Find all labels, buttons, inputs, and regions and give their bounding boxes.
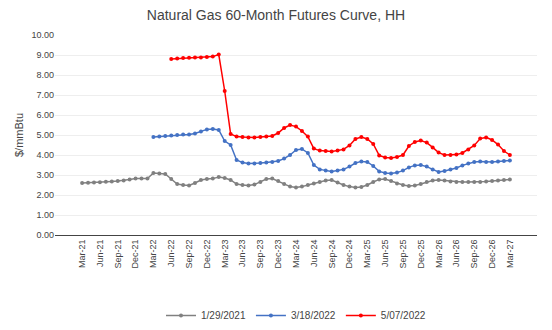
svg-text:1/29/2021: 1/29/2021 xyxy=(201,310,246,321)
svg-text:Mar-22: Mar-22 xyxy=(148,240,158,269)
svg-text:0.00: 0.00 xyxy=(36,230,54,240)
svg-text:10.00: 10.00 xyxy=(31,30,54,40)
svg-text:Dec-25: Dec-25 xyxy=(416,240,426,269)
svg-text:Sep-25: Sep-25 xyxy=(398,240,408,269)
svg-text:Mar-24: Mar-24 xyxy=(291,240,301,269)
svg-text:6.00: 6.00 xyxy=(36,110,54,120)
svg-text:7.00: 7.00 xyxy=(36,90,54,100)
svg-text:Dec-24: Dec-24 xyxy=(344,240,354,269)
svg-text:8.00: 8.00 xyxy=(36,70,54,80)
svg-text:Jun-26: Jun-26 xyxy=(451,240,461,268)
svg-text:9.00: 9.00 xyxy=(36,50,54,60)
svg-text:Dec-21: Dec-21 xyxy=(130,240,140,269)
svg-text:Jun-25: Jun-25 xyxy=(380,240,390,268)
svg-text:Dec-23: Dec-23 xyxy=(273,240,283,269)
svg-text:Natural Gas 60-Month Futures C: Natural Gas 60-Month Futures Curve, HH xyxy=(147,7,405,23)
svg-text:3.00: 3.00 xyxy=(36,170,54,180)
svg-text:Jun-22: Jun-22 xyxy=(166,240,176,268)
svg-text:5/07/2022: 5/07/2022 xyxy=(381,310,426,321)
svg-text:Jun-24: Jun-24 xyxy=(309,240,319,268)
svg-text:Sep-22: Sep-22 xyxy=(184,240,194,269)
svg-text:Sep-21: Sep-21 xyxy=(113,240,123,269)
svg-text:2.00: 2.00 xyxy=(36,190,54,200)
svg-text:Sep-26: Sep-26 xyxy=(469,240,479,269)
svg-text:Mar-27: Mar-27 xyxy=(505,240,515,269)
svg-text:Mar-25: Mar-25 xyxy=(362,240,372,269)
svg-text:Dec-22: Dec-22 xyxy=(202,240,212,269)
svg-text:Jun-21: Jun-21 xyxy=(95,240,105,268)
svg-text:Mar-23: Mar-23 xyxy=(220,240,230,269)
svg-text:1.00: 1.00 xyxy=(36,210,54,220)
svg-text:Jun-23: Jun-23 xyxy=(237,240,247,268)
svg-text:Sep-23: Sep-23 xyxy=(255,240,265,269)
svg-text:Dec-26: Dec-26 xyxy=(487,240,497,269)
svg-text:$/mmBtu: $/mmBtu xyxy=(13,113,25,157)
svg-text:Mar-21: Mar-21 xyxy=(77,240,87,269)
svg-text:Mar-26: Mar-26 xyxy=(434,240,444,269)
svg-text:4.00: 4.00 xyxy=(36,150,54,160)
svg-text:5.00: 5.00 xyxy=(36,130,54,140)
svg-text:Sep-24: Sep-24 xyxy=(327,240,337,269)
svg-text:3/18/2022: 3/18/2022 xyxy=(291,310,336,321)
